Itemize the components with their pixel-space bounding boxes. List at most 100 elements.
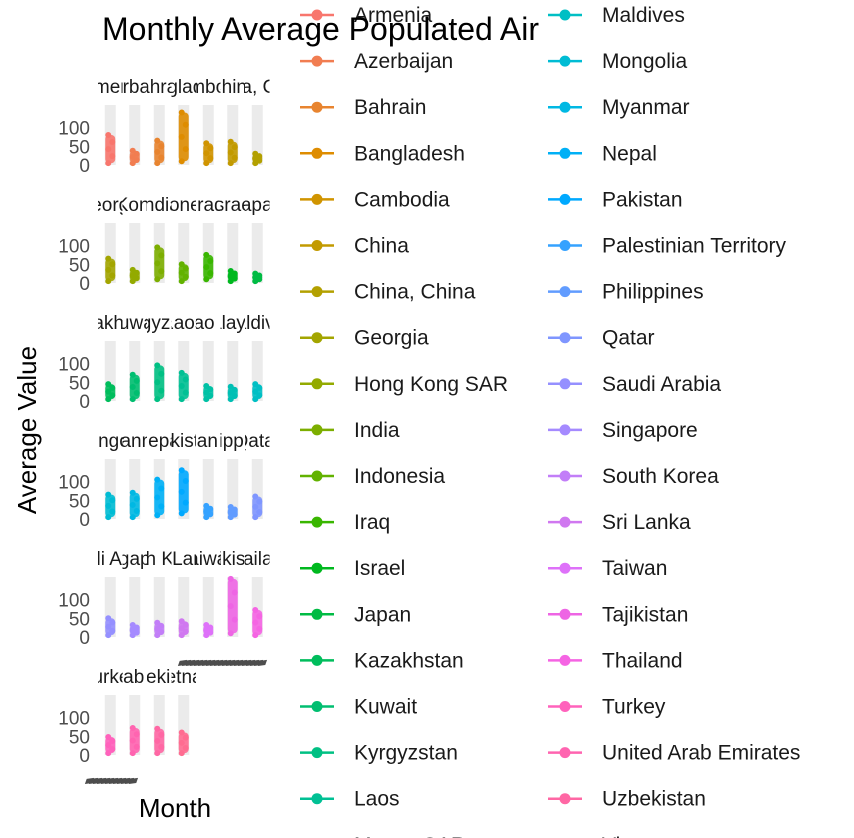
legend-label: Indonesia [354,465,445,488]
legend-label: Vietnam [602,834,679,838]
series-point [182,273,189,280]
series-point [158,154,165,161]
series-point [203,622,210,628]
series-point [203,264,210,271]
facet-panel: Iraq [196,195,221,283]
series-point [158,485,165,492]
legend-item: South Korea [548,465,719,488]
legend-key-point [311,654,323,666]
month-tick-glyphs: ▰ [256,654,268,670]
facet-strip-label: Turkey [82,667,140,688]
series-point [182,265,189,272]
series-point [105,742,112,749]
legend-item: Israel [300,557,405,580]
series-point [105,491,112,498]
series-point [178,369,185,376]
facet-strip-label: China, China [202,77,312,98]
legend-item: China [300,235,409,258]
series-point [109,139,116,146]
series-point [256,498,263,505]
month-tick-glyphs: ▰ [192,654,204,670]
month-tick-glyphs: ▰ [224,654,236,670]
series-point [182,389,189,396]
series-point [154,260,161,267]
legend-label: Hong Kong SAR [354,373,508,396]
series-point [154,379,161,386]
series-point [105,146,112,153]
legend-item: China, China [300,281,476,304]
legend-item: Indonesia [300,465,445,488]
series-point [182,499,189,506]
legend-key-point [311,332,323,344]
facet-strip-label: United Arab Emirates [45,667,225,688]
series-point [178,625,185,632]
series-point [203,383,210,389]
facet-panel: Cambodia [196,77,221,167]
y-tick-label: 0 [79,628,90,649]
series-point [207,386,214,393]
legend-label: Philippines [602,281,704,304]
facet-panel: Japan [245,195,270,285]
legend-key-point [559,101,571,113]
month-tick-glyphs: ▰ [184,654,196,670]
series-point [227,138,234,145]
legend-key-point [559,608,571,620]
legend-label: Kyrgyzstan [354,742,458,765]
legend-item: Georgia [300,327,429,350]
panel-background [227,105,239,165]
y-tick-label: 0 [79,156,90,177]
legend-item: Thailand [548,649,683,672]
series-point [154,512,161,519]
facet-panel: Kuwait [123,313,147,403]
legend: Armenia Azerbaijan Bahrain Bangladesh Cambod… [300,4,800,838]
y-tick-label: 50 [69,137,90,158]
legend-key-point [311,424,323,436]
facet-strip-label: Sri Lanka [144,549,225,570]
legend-item: Vietnam [602,834,679,838]
series-point [109,497,116,504]
legend-key-point [311,793,323,805]
series-point [252,150,259,157]
series-point [178,133,185,140]
series-point [178,396,185,403]
series-point [105,514,112,521]
panel-background [251,459,263,519]
legend-label: Pakistan [602,188,683,211]
series-point [154,476,161,483]
facet-panel: Saudi Arabia [98,549,123,639]
series-point [154,148,161,155]
series-point [203,396,210,403]
series-point [178,750,185,757]
month-tick-glyphs: ▰ [176,654,188,670]
y-tick-label: 50 [69,373,90,394]
month-tick-glyphs: ▰ [91,772,103,788]
series-point [105,750,112,757]
facet-panel: Azerbaijan [123,77,147,167]
legend-label: Iraq [354,511,390,534]
series-point [227,630,234,637]
panel-background [251,105,263,165]
month-tick-glyphs: ▰ [115,772,127,788]
series-point [178,618,185,625]
series-point [252,388,259,395]
series-point [105,615,112,622]
legend-key-point [311,608,323,620]
panel-background [178,695,190,755]
y-tick-label: 50 [69,255,90,276]
series-point [182,744,189,751]
panel-background [178,577,190,637]
series-point [252,607,259,613]
series-point [129,489,136,496]
series-point [256,613,263,620]
series-point [109,272,116,279]
legend-key-point [559,55,571,67]
legend-item: Cambodia [300,188,450,211]
facet-strip-label: Palestinian Territory [125,431,292,452]
legend-label: India [354,419,400,442]
facet-strip-label: Malaysia [195,313,270,334]
legend-label: Saudi Arabia [602,373,721,396]
legend-label: Palestinian Territory [602,235,787,258]
series-point [227,575,234,582]
facet-panels: ArmeniaAzerbaijanBahrainBangladeshCambod… [45,77,312,788]
month-tick-glyphs: ▰ [248,654,260,670]
